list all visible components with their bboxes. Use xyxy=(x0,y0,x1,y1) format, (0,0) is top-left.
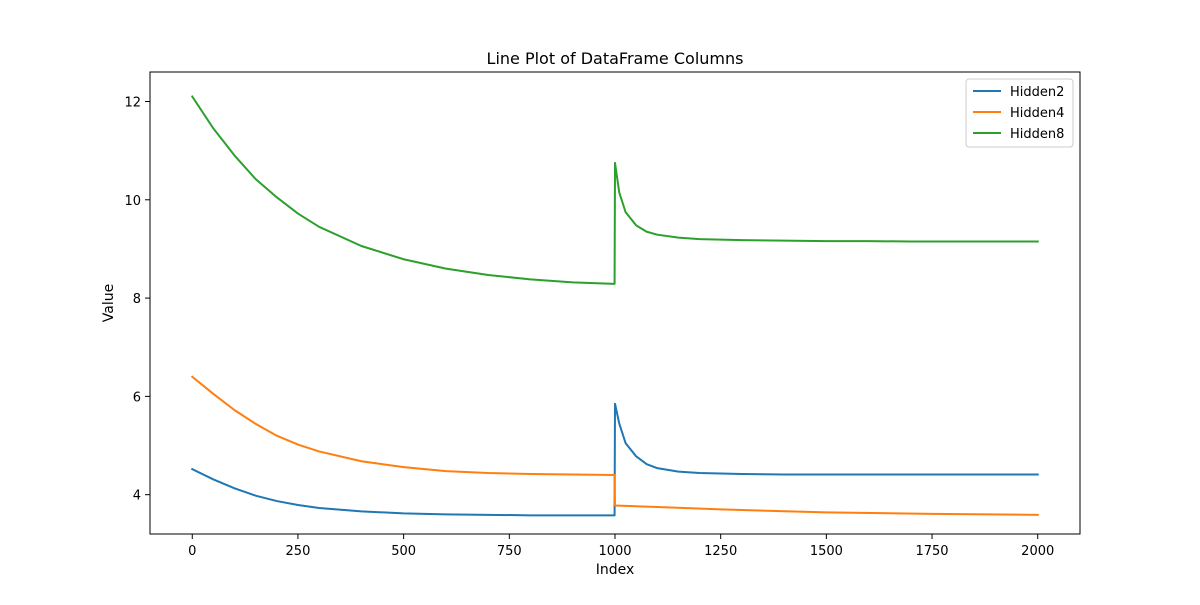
legend: Hidden2 Hidden4 Hidden8 xyxy=(965,78,1074,148)
y-axis-label: Value xyxy=(101,284,117,322)
series-line-hidden8 xyxy=(190,95,1039,285)
x-tick-label: 1750 xyxy=(915,544,948,559)
x-axis-label: Index xyxy=(596,562,635,578)
x-tick-label: 2000 xyxy=(1021,544,1054,559)
legend-label-hidden4: Hidden4 xyxy=(1010,106,1064,121)
x-tick-label: 0 xyxy=(188,544,196,559)
y-tick-label: 4 xyxy=(133,489,141,504)
x-tick-label: 250 xyxy=(286,544,311,559)
y-tick-label: 12 xyxy=(124,95,141,110)
series-layer xyxy=(190,95,1039,517)
chart-title: Line Plot of DataFrame Columns xyxy=(487,49,744,68)
x-tick-label: 500 xyxy=(391,544,416,559)
series-line-hidden2 xyxy=(190,402,1039,517)
y-tick-label: 10 xyxy=(124,194,141,209)
legend-label-hidden8: Hidden8 xyxy=(1010,127,1064,142)
series-line-hidden4 xyxy=(190,375,1039,516)
x-tick-label: 1000 xyxy=(598,544,631,559)
x-tick-label: 750 xyxy=(497,544,522,559)
legend-label-hidden2: Hidden2 xyxy=(1010,85,1064,100)
x-tick-label: 1500 xyxy=(810,544,843,559)
x-tick-label: 1250 xyxy=(704,544,737,559)
legend-box xyxy=(965,78,1074,148)
y-tick-label: 6 xyxy=(133,390,141,405)
y-tick-label: 8 xyxy=(133,292,141,307)
ticks-layer: 0 250 500 750 1000 1250 1500 1750 2000 4 6 8 10 12 xyxy=(124,95,1054,559)
